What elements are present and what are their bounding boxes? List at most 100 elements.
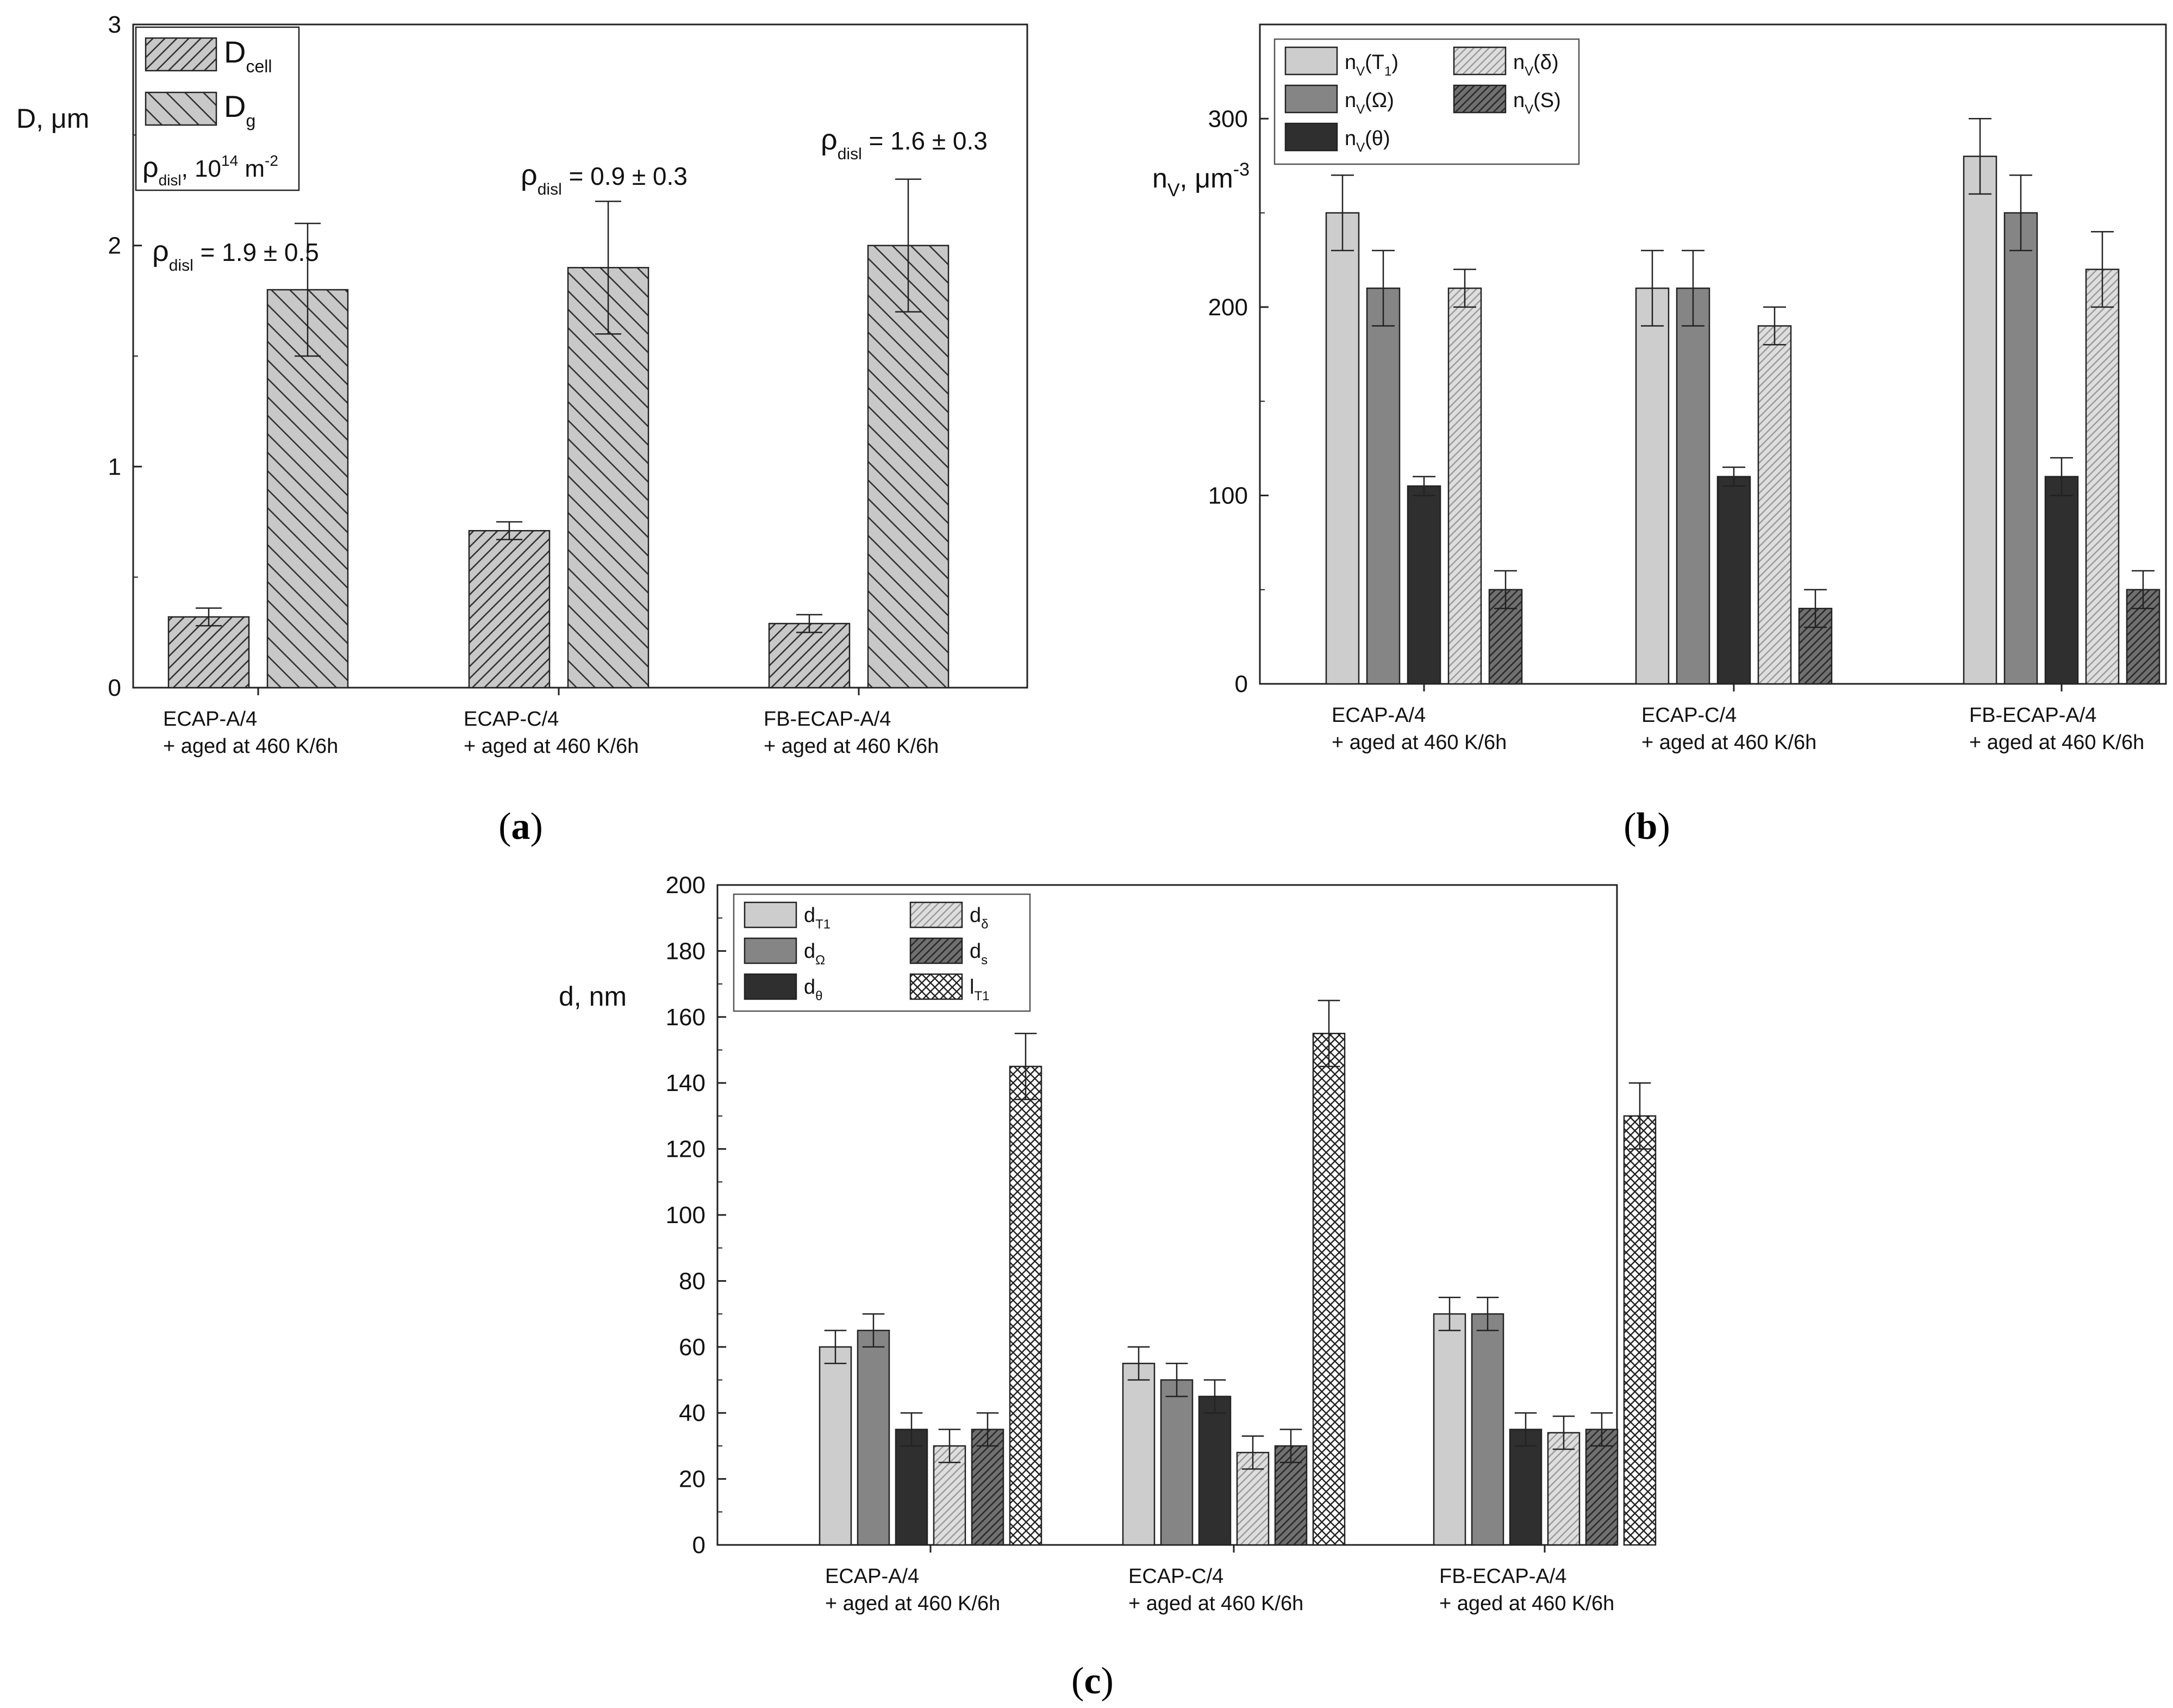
bar bbox=[857, 1330, 890, 1546]
bar bbox=[1366, 287, 1401, 685]
y-tick-label: 200 bbox=[1208, 294, 1248, 321]
bar bbox=[1009, 1065, 1042, 1546]
bar bbox=[1433, 1313, 1466, 1546]
rho-annotation: ρdisl = 0.9 ± 0.3 bbox=[521, 159, 688, 198]
legend: Dcell Dg ρdisl, 1014 m-2 bbox=[135, 26, 300, 191]
x-tick-label: + aged at 460 K/6h bbox=[464, 735, 639, 758]
legend-label: dδ bbox=[970, 904, 989, 932]
y-tick-label: 100 bbox=[666, 1202, 705, 1229]
bar bbox=[1325, 212, 1360, 685]
legend-swatch bbox=[145, 91, 217, 126]
legend-swatch bbox=[145, 37, 217, 72]
legend: dT1 dΩ dθ dδ ds lT1 bbox=[733, 893, 1031, 1012]
legend-swatch bbox=[909, 937, 963, 964]
chart-panel-c: 0 20 40 60 80 100 120 140 160 180 200 d, nm ECAP-A/4… bbox=[559, 872, 1657, 1615]
y-tick-label: 20 bbox=[679, 1466, 705, 1493]
x-tick-label: + aged at 460 K/6h bbox=[1641, 731, 1816, 754]
bar bbox=[468, 530, 551, 689]
caption-c: (c) bbox=[1071, 1660, 1114, 1702]
y-tick-label: 180 bbox=[666, 938, 705, 964]
x-tick-label: + aged at 460 K/6h bbox=[825, 1592, 1000, 1615]
y-tick-label: 120 bbox=[666, 1136, 705, 1163]
bar bbox=[1122, 1362, 1156, 1546]
legend-label: dT1 bbox=[804, 904, 831, 932]
x-tick-label: FB-ECAP-A/4 bbox=[1969, 704, 2096, 727]
x-tick-label: + aged at 460 K/6h bbox=[1439, 1592, 1614, 1615]
bar bbox=[1509, 1429, 1543, 1546]
legend-label: Dg bbox=[224, 89, 255, 130]
y-tick-label: 40 bbox=[679, 1400, 705, 1426]
bar bbox=[1447, 287, 1482, 685]
legend-swatch bbox=[1453, 84, 1507, 114]
x-tick-label: + aged at 460 K/6h bbox=[1332, 731, 1507, 754]
bar bbox=[2003, 212, 2038, 685]
legend-label: nV(S) bbox=[1513, 89, 1561, 117]
y-tick-label: 0 bbox=[1235, 671, 1248, 697]
legend-swatch bbox=[1284, 46, 1338, 76]
bar bbox=[1635, 287, 1670, 685]
y-tick-label: 100 bbox=[1208, 482, 1248, 509]
rho-annotation: ρdisl = 1.9 ± 0.5 bbox=[152, 235, 319, 275]
caption-b: (b) bbox=[1623, 806, 1670, 847]
legend-note: ρdisl, 1014 m-2 bbox=[142, 152, 278, 189]
x-tick-label: ECAP-A/4 bbox=[163, 708, 257, 731]
legend-label: nV(δ) bbox=[1513, 51, 1559, 79]
y-tick-label: 80 bbox=[679, 1268, 705, 1294]
legend-label: ds bbox=[970, 940, 988, 968]
y-tick-label: 200 bbox=[666, 872, 705, 899]
bar bbox=[1160, 1379, 1194, 1546]
chart-panel-a: 0 1 2 3 D, μm ECAP-A/4 + aged at 460 K/6h ECAP-… bbox=[16, 11, 1028, 758]
legend: nV(T1) nV(Ω) nV(θ) nV(δ) nV(S) bbox=[1273, 38, 1580, 165]
x-tick-label: ECAP-A/4 bbox=[825, 1565, 919, 1588]
x-tick-label: FB-ECAP-A/4 bbox=[1439, 1565, 1566, 1588]
legend-swatch bbox=[1284, 84, 1338, 114]
x-tick-label: + aged at 460 K/6h bbox=[163, 735, 338, 758]
x-tick-label: + aged at 460 K/6h bbox=[1969, 731, 2144, 754]
legend-label: dθ bbox=[804, 976, 823, 1003]
y-tick-label: 3 bbox=[108, 11, 121, 38]
bar bbox=[1623, 1115, 1657, 1546]
y-tick-label: 60 bbox=[679, 1334, 705, 1361]
bar bbox=[895, 1429, 928, 1546]
legend-label: lT1 bbox=[970, 976, 989, 1003]
y-tick-label: 2 bbox=[108, 233, 121, 259]
bar bbox=[2044, 476, 2079, 685]
x-tick-label: ECAP-C/4 bbox=[464, 708, 559, 731]
y-tick-label: 0 bbox=[692, 1532, 705, 1559]
bar bbox=[768, 622, 851, 689]
legend-swatch bbox=[909, 901, 963, 928]
bar bbox=[971, 1429, 1004, 1546]
legend-label: nV(Ω) bbox=[1345, 89, 1394, 117]
y-tick-label: 160 bbox=[666, 1004, 705, 1031]
y-axis-label: d, nm bbox=[559, 981, 627, 1012]
y-axis-label: nV, μm-3 bbox=[1152, 159, 1250, 201]
x-tick-label: ECAP-C/4 bbox=[1128, 1565, 1223, 1588]
bar bbox=[1963, 155, 1997, 685]
bar bbox=[1198, 1395, 1232, 1546]
legend-swatch bbox=[1284, 122, 1338, 152]
legend-label: Dcell bbox=[224, 35, 272, 76]
bar bbox=[1471, 1313, 1504, 1546]
legend-swatch bbox=[744, 901, 797, 928]
legend-swatch bbox=[744, 937, 797, 964]
bar bbox=[167, 616, 250, 689]
bar bbox=[2085, 269, 2120, 685]
y-tick-label: 0 bbox=[108, 675, 121, 701]
bar bbox=[1585, 1429, 1619, 1546]
legend-swatch bbox=[1453, 46, 1507, 76]
bar bbox=[1407, 485, 1441, 685]
bar bbox=[1312, 1032, 1346, 1546]
caption-a: (a) bbox=[498, 806, 543, 847]
x-tick-label: FB-ECAP-A/4 bbox=[764, 708, 891, 731]
bar bbox=[1547, 1432, 1581, 1546]
y-axis-label: D, μm bbox=[16, 103, 89, 134]
rho-annotation: ρdisl = 1.6 ± 0.3 bbox=[821, 123, 988, 163]
x-tick-label: + aged at 460 K/6h bbox=[764, 735, 939, 758]
legend-label: nV(θ) bbox=[1345, 127, 1390, 155]
bar bbox=[1676, 287, 1710, 685]
x-tick-label: ECAP-C/4 bbox=[1641, 704, 1737, 727]
y-tick-label: 140 bbox=[666, 1070, 705, 1096]
legend-swatch bbox=[744, 973, 797, 1000]
x-tick-label: ECAP-A/4 bbox=[1332, 704, 1426, 727]
